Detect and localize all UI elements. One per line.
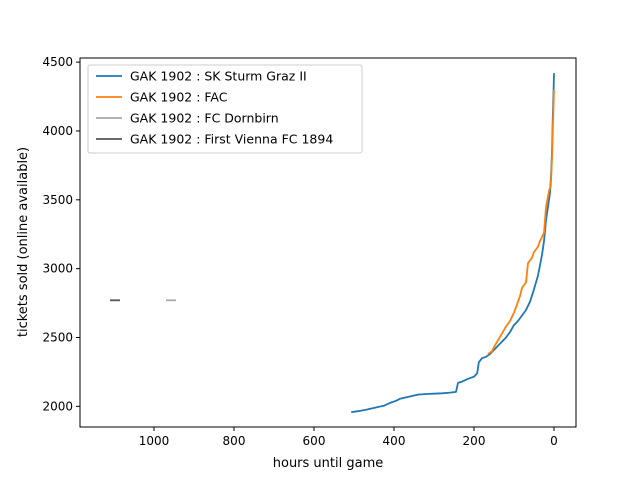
x-tick-label: 600 bbox=[303, 434, 326, 448]
x-tick-label: 1000 bbox=[139, 434, 170, 448]
y-axis-label: tickets sold (online available) bbox=[16, 147, 31, 337]
legend-label-1: GAK 1902 : FAC bbox=[130, 90, 228, 105]
legend-label-2: GAK 1902 : FC Dornbirn bbox=[130, 111, 279, 126]
x-tick-label: 0 bbox=[550, 434, 558, 448]
series-layer bbox=[110, 73, 555, 413]
series-line-0 bbox=[351, 73, 555, 413]
x-tick-label: 800 bbox=[223, 434, 246, 448]
series-line-1 bbox=[487, 89, 555, 355]
x-tick-label: 200 bbox=[463, 434, 486, 448]
y-axis: 2000 2500 3000 3500 4000 4500 bbox=[42, 55, 80, 413]
x-tick-label: 400 bbox=[383, 434, 406, 448]
y-tick-label: 2500 bbox=[42, 331, 73, 345]
y-tick-label: 4500 bbox=[42, 55, 73, 69]
legend-box bbox=[87, 64, 363, 154]
y-tick-label: 3000 bbox=[42, 262, 73, 276]
legend-label-3: GAK 1902 : First Vienna FC 1894 bbox=[130, 132, 333, 147]
y-tick-label: 4000 bbox=[42, 124, 73, 138]
legend: GAK 1902 : SK Sturm Graz II GAK 1902 : FA… bbox=[87, 64, 363, 154]
x-axis-label: hours until game bbox=[273, 456, 384, 471]
y-tick-label: 3500 bbox=[42, 193, 73, 207]
plot-frame bbox=[79, 57, 577, 428]
y-tick-label: 2000 bbox=[42, 399, 73, 413]
legend-label-0: GAK 1902 : SK Sturm Graz II bbox=[130, 69, 307, 84]
x-axis: 1000 800 600 400 200 0 bbox=[139, 427, 558, 448]
